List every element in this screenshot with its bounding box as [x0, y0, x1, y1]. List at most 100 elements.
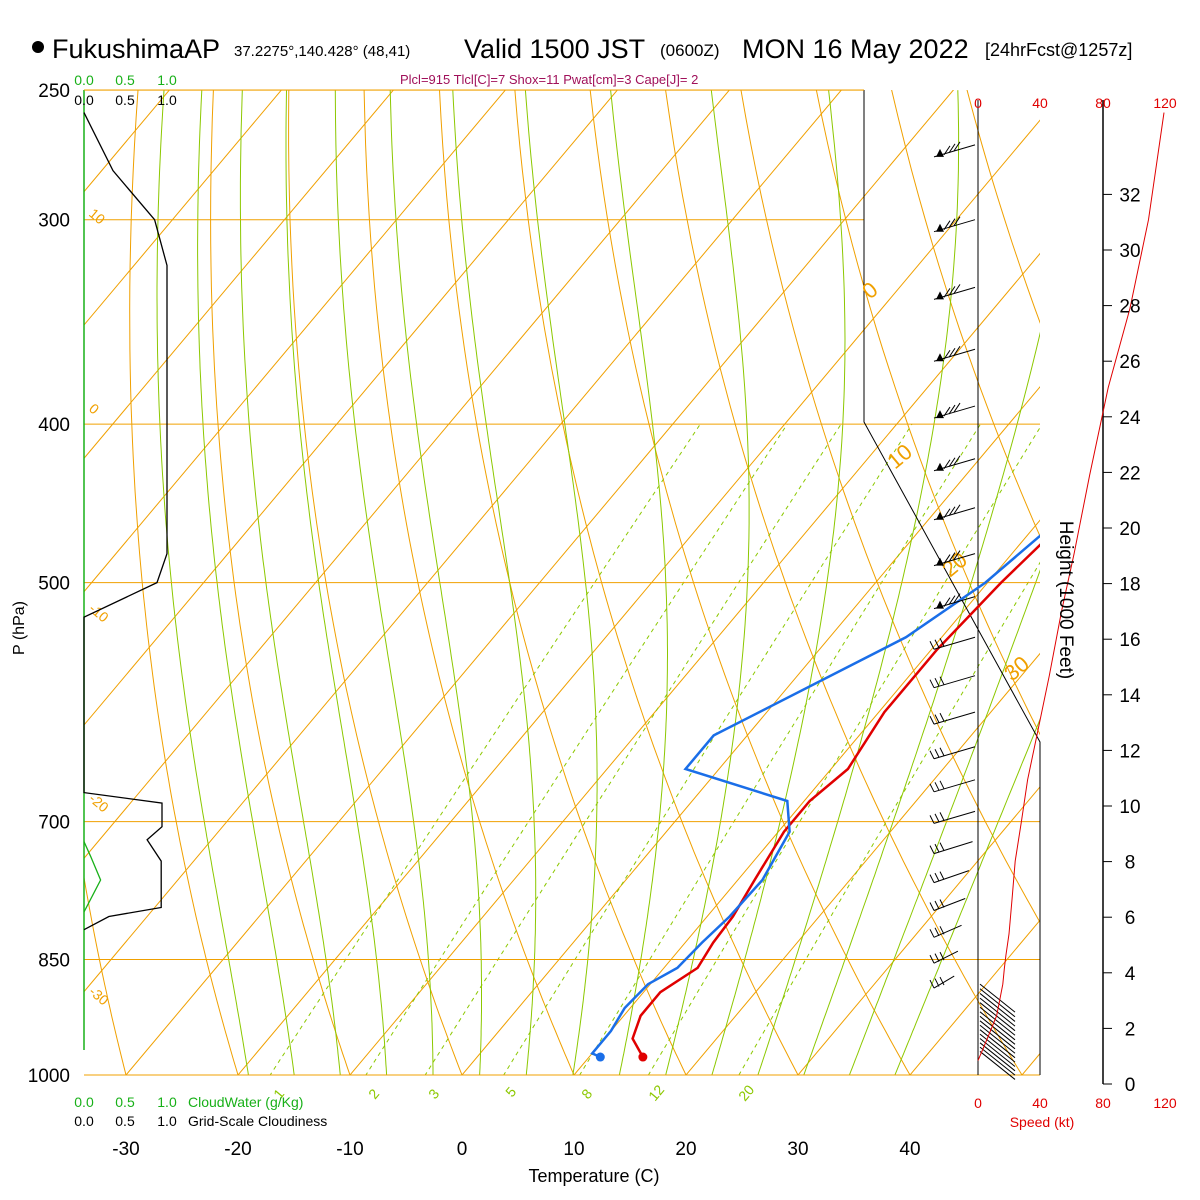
- wind-barb-staff: [933, 870, 970, 884]
- y-tick-label: 700: [38, 813, 70, 834]
- mixing-ratio-label: 3: [425, 1086, 442, 1102]
- plot-frame: [83, 89, 1104, 1084]
- wind-barb-pennant: [936, 600, 944, 609]
- mixing-ratio-line: [424, 423, 842, 1075]
- isotherm-line: [84, 90, 395, 460]
- wind-barb-feather: [943, 459, 951, 470]
- isotherm-label: -10: [86, 600, 112, 625]
- dry-adiabat-line: [129, 90, 239, 1075]
- isotherm-line: [685, 652, 1040, 1075]
- mixing-ratio-lines: [269, 423, 1040, 1075]
- mixing-ratio-line: [503, 423, 913, 1075]
- x-tick-label: -20: [224, 1139, 251, 1160]
- temperature-surface-point: [638, 1052, 648, 1062]
- cloudiness-tick-top: 0.0: [74, 92, 94, 108]
- wind-barb-staff: [979, 1002, 1016, 1032]
- dry-adiabat-line: [210, 90, 351, 1075]
- wind-barb-staff: [933, 950, 959, 964]
- dry-adiabat-line: [288, 90, 463, 1075]
- wind-barb-feather: [929, 750, 935, 759]
- wind-barb-feather: [953, 550, 961, 560]
- wind-barb-staff: [979, 1011, 1016, 1041]
- cloud-water-tick-bottom: 0.0: [74, 1094, 94, 1110]
- isotherm-line: [1021, 1052, 1040, 1075]
- isotherm-line: [84, 90, 731, 860]
- wind-barb-feather: [948, 404, 956, 415]
- moist-adiabat-line: [285, 90, 388, 1075]
- wind-barb-feather: [948, 595, 956, 605]
- x-tick-label: 30: [787, 1139, 808, 1160]
- y-tick-label: 400: [38, 415, 70, 436]
- cloudiness-profile: [83, 112, 168, 931]
- wind-barb-feather: [953, 141, 961, 152]
- valid-date: MON 16 May 2022: [742, 34, 969, 64]
- wind-barb-staff: [979, 988, 1016, 1018]
- mixing-ratio-line: [738, 561, 1040, 1075]
- cloudiness-axis-title: Grid-Scale Cloudiness: [188, 1113, 327, 1129]
- wind-barb-feather: [939, 926, 945, 935]
- speed-tick-bottom: 120: [1153, 1095, 1177, 1111]
- wind-barb-pennant: [936, 410, 944, 419]
- moist-adiabat-line: [334, 90, 434, 1075]
- wind-barb-feather: [948, 286, 956, 296]
- cloud-water-tick-top: 1.0: [157, 72, 177, 88]
- dry-adiabat-line: [815, 90, 1040, 736]
- dry-adiabat-line: [966, 90, 1040, 324]
- wind-barb-feather: [943, 554, 951, 564]
- height-tick-label: 26: [1119, 352, 1140, 373]
- isotherm-line: [573, 519, 1040, 1075]
- moist-adiabat-line: [610, 90, 668, 1075]
- wind-barb-feather: [934, 782, 940, 791]
- wind-barb-pennant: [936, 511, 944, 520]
- wind-barb-feather: [934, 953, 940, 962]
- wind-barb-feather: [929, 874, 935, 883]
- wind-barb-feather: [948, 347, 956, 358]
- isotherm-line: [797, 786, 1040, 1075]
- sounding-series: [590, 534, 1040, 1062]
- height-tick-label: 6: [1125, 908, 1136, 929]
- dry-adiabat-line: [665, 90, 1023, 1075]
- moist-adiabat-line: [197, 90, 295, 1075]
- height-tick-label: 12: [1119, 741, 1140, 762]
- wind-barb-pennant: [936, 557, 944, 566]
- speed-line: [977, 112, 1165, 1061]
- valid-zulu: (0600Z): [660, 41, 720, 60]
- wind-barb-feather: [939, 842, 945, 851]
- forecast-info: [24hrFcst@1257z]: [985, 40, 1132, 60]
- dry-adiabat-line: [891, 90, 1040, 538]
- x-tick-label: 0: [457, 1139, 468, 1160]
- wind-barb-feather: [934, 677, 940, 687]
- wind-barb-feather: [953, 284, 961, 294]
- wind-barb-feather: [948, 552, 956, 562]
- wind-barb-staff: [933, 746, 976, 760]
- cloud-water-tick-bottom: 0.5: [115, 1094, 135, 1110]
- wind-barb-pennant: [936, 148, 944, 157]
- wind-barb-feather: [953, 402, 961, 413]
- height-tick-label: 4: [1125, 964, 1136, 985]
- dry-adiabat-line: [363, 90, 575, 1075]
- isotherm-line: [84, 90, 843, 993]
- cloud-water-tick-bottom: 1.0: [157, 1094, 177, 1110]
- wind-barb-feather: [943, 406, 951, 417]
- wind-barb-feather: [929, 979, 935, 989]
- isotherm-label: 0: [86, 400, 102, 417]
- isotherm-lines: [84, 90, 1040, 1075]
- cloud-water-tick-top: 0.0: [74, 72, 94, 88]
- mixing-ratio-line: [365, 423, 788, 1075]
- cloudiness-tick-top: 0.5: [115, 92, 135, 108]
- isotherm-line: [909, 919, 1040, 1075]
- y-axis-title: P (hPa): [11, 601, 28, 655]
- wind-barb-feather: [943, 349, 951, 360]
- wind-barb-feather: [929, 783, 935, 793]
- speed-tick-bottom: 80: [1095, 1095, 1111, 1111]
- dry-adiabat-line: [1183, 61, 1200, 1110]
- wind-barb-feather: [929, 641, 935, 650]
- valid-time: Valid 1500 JST: [464, 34, 645, 64]
- wind-barb-pennant: [936, 291, 944, 300]
- wind-barb-feather: [948, 218, 956, 228]
- y-tick-label: 850: [38, 951, 70, 972]
- wind-barb-staff: [933, 810, 976, 824]
- speed-tick-bottom: 0: [974, 1095, 982, 1111]
- cloudiness-tick-bottom: 0.0: [74, 1113, 94, 1129]
